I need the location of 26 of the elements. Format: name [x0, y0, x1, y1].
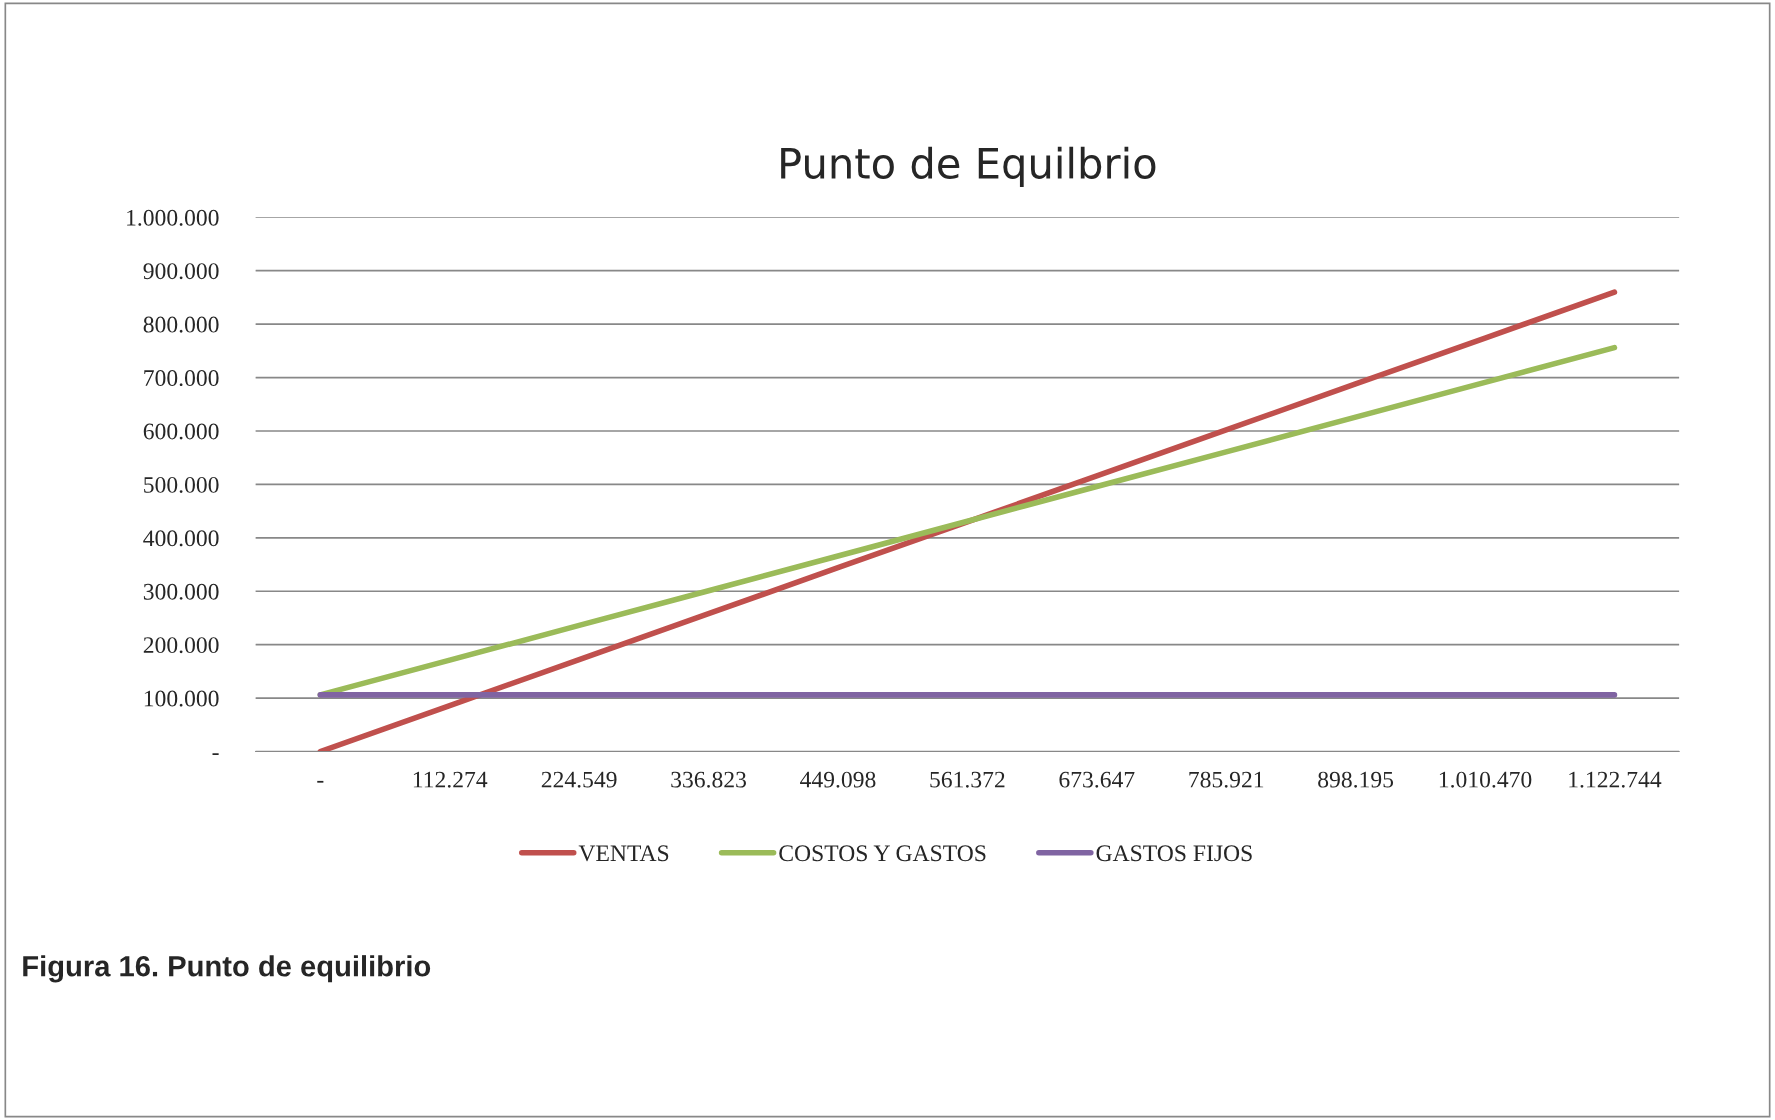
text: Figura 16. Punto de equilibrio: [23, 955, 431, 983]
legend-label: COSTOS Y GASTOS: [779, 845, 986, 862]
y-tick-label: -: [212, 753, 219, 756]
y-tick-label: 300.000: [143, 583, 219, 600]
y-tick-label: 100.000: [144, 690, 219, 707]
chart-title: Punto de Equilbrio: [781, 146, 1156, 188]
y-tick-label: 500.000: [144, 476, 219, 493]
y-tick-label: 200.000: [143, 637, 219, 654]
x-tick-label: 449.098: [800, 771, 876, 788]
y-tick-label: 1.000.000: [127, 209, 219, 226]
x-tick-label: 898.195: [1318, 771, 1394, 788]
y-tick-label: 800.000: [143, 316, 219, 333]
x-tick-label: 673.647: [1059, 771, 1135, 788]
x-tick-label: 224.549: [541, 771, 617, 788]
x-tick-label: 1.122.744: [1569, 771, 1662, 788]
y-tick-label: 700.000: [144, 370, 219, 387]
legend-label: GASTOS FIJOS: [1096, 845, 1252, 862]
y-tick-label: 600.000: [143, 423, 219, 440]
legend-label: VENTAS: [578, 845, 669, 862]
y-tick-label: 400.000: [143, 530, 219, 547]
x-tick-label: 112.274: [413, 771, 488, 788]
x-tick-label: 785.921: [1189, 771, 1264, 788]
x-tick-label: 1.010.470: [1439, 771, 1532, 788]
x-tick-label: 336.823: [671, 771, 746, 788]
x-tick-label: 561.372: [930, 771, 1005, 788]
y-tick-label: 900.000: [143, 263, 219, 280]
